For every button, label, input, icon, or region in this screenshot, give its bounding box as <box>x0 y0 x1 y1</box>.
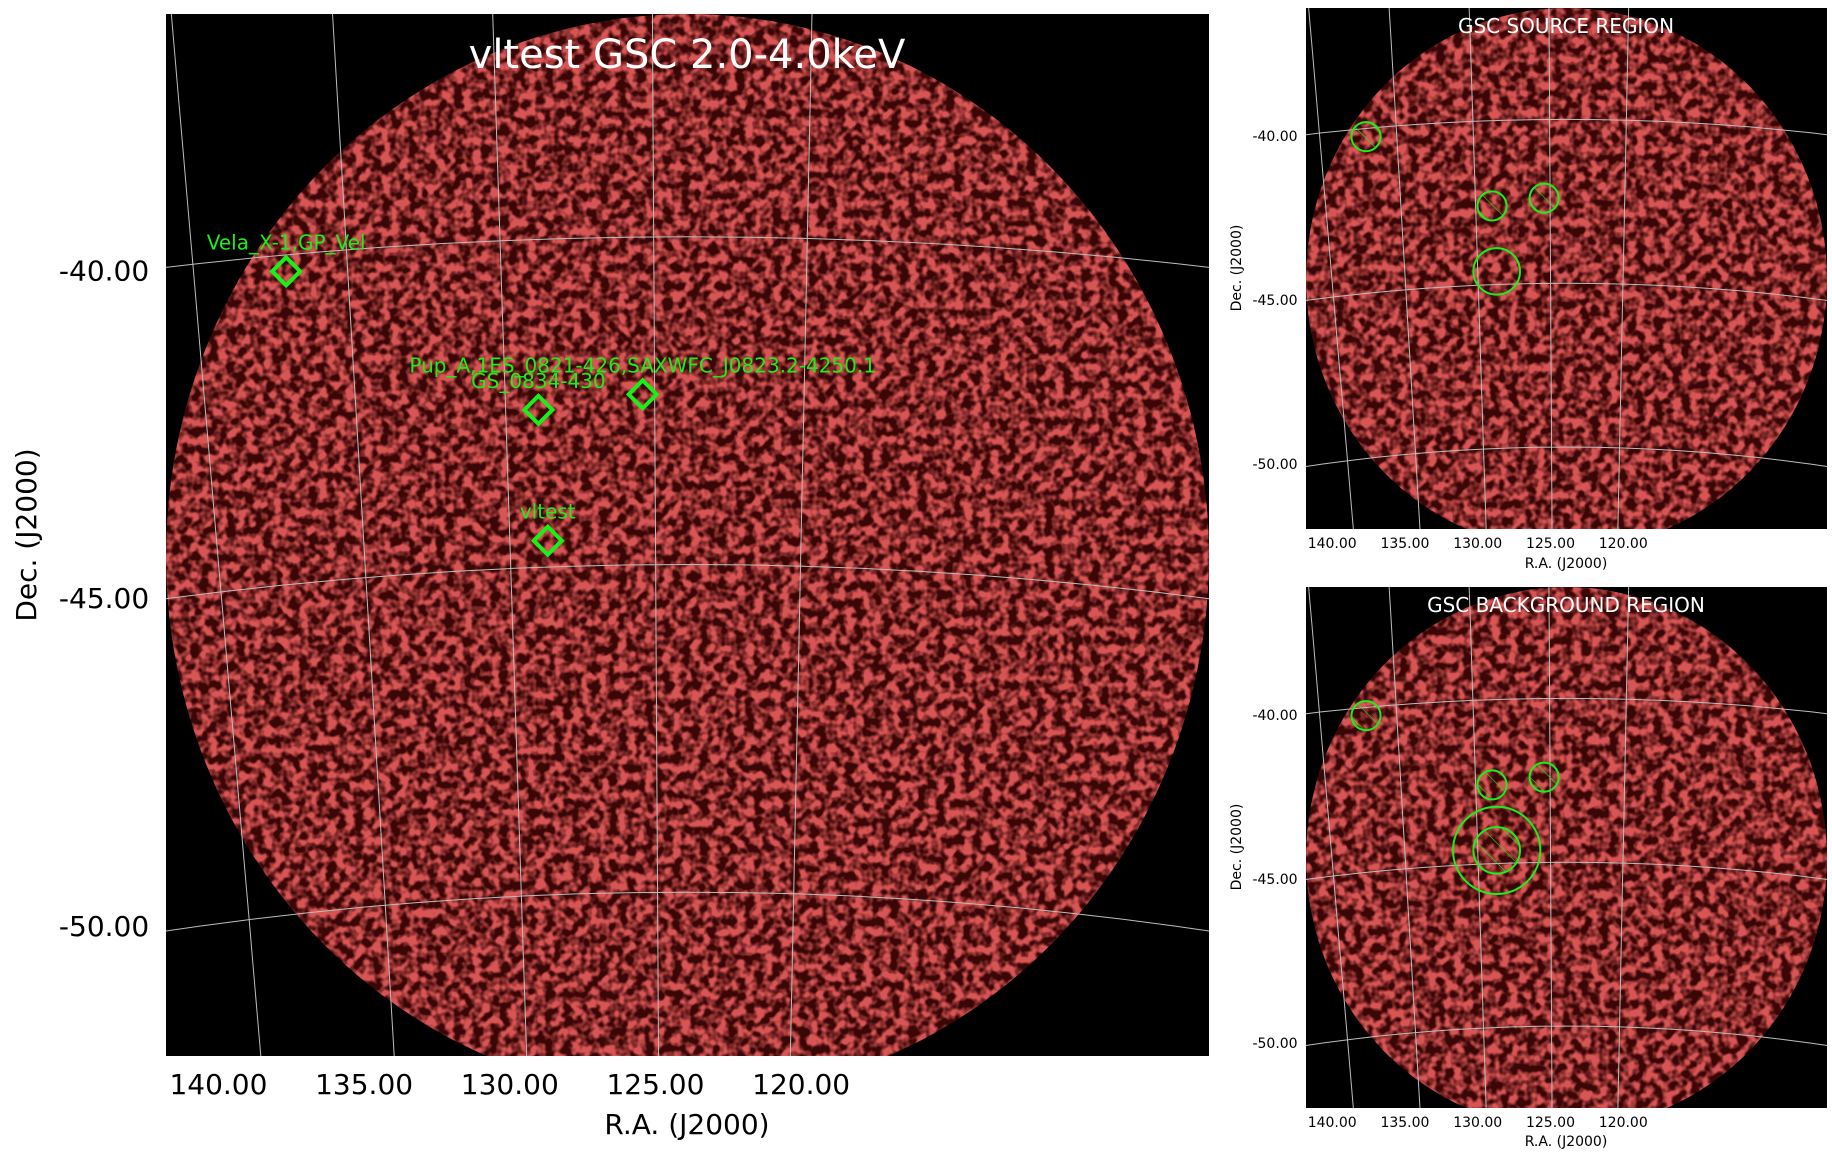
source-panel: 140.00 135.00 130.00 125.00 120.00 -40.00 -45… <box>1229 8 1827 572</box>
source-x-ticks: 140.00 135.00 130.00 125.00 120.00 <box>1308 536 1648 552</box>
background-x-tick-label: 120.00 <box>1599 1115 1648 1131</box>
main-x-tick-label: 140.00 <box>169 1068 267 1101</box>
background-regions <box>1350 700 1560 896</box>
source-y-tick-label: -40.00 <box>1252 129 1297 145</box>
main-panel: Vela_X-1,GP_Vel GS_0834-430Pup_A,1ES_0821… <box>10 14 1209 1141</box>
source-meridian-4 <box>1617 8 1630 529</box>
source-meridian-2 <box>1468 8 1487 529</box>
main-parallel-2 <box>166 891 1209 932</box>
main-meridian-0 <box>170 14 262 1056</box>
source-marker <box>625 377 660 412</box>
source-x-tick-label: 125.00 <box>1526 536 1575 552</box>
source-y-ticks: -40.00 -45.00 -50.00 <box>1252 129 1297 473</box>
source-meridian-3 <box>1548 8 1553 529</box>
source-marker <box>269 254 303 289</box>
main-y-tick-label: -40.00 <box>59 254 149 287</box>
source-x-axis-label: R.A. (J2000) <box>1525 556 1608 572</box>
exclusion-region <box>1528 761 1560 793</box>
exclusion-region <box>1476 769 1508 801</box>
main-meridian-1 <box>332 14 395 1056</box>
background-x-tick-label: 135.00 <box>1380 1115 1429 1131</box>
main-marker-labels: Vela_X-1,GP_Vel GS_0834-430Pup_A,1ES_0821… <box>207 230 876 523</box>
exclusion-region <box>1350 121 1382 153</box>
main-y-ticks: -40.00 -45.00 -50.00 <box>59 254 149 942</box>
main-grid <box>166 14 1209 1056</box>
background-x-ticks: 140.00 135.00 130.00 125.00 120.00 <box>1308 1115 1648 1131</box>
source-x-tick-label: 120.00 <box>1599 536 1648 552</box>
background-chart-title: GSC BACKGROUND REGION <box>1427 593 1705 617</box>
background-meridian-4 <box>1617 587 1630 1108</box>
source-parallel-2 <box>1306 446 1827 467</box>
main-x-axis-label: R.A. (J2000) <box>604 1108 769 1141</box>
source-marker <box>530 523 565 558</box>
source-marker-label: GS_0834-430 <box>471 369 605 393</box>
main-parallel-1 <box>166 563 1209 600</box>
exclusion-region <box>1472 826 1521 875</box>
source-x-tick-label: 130.00 <box>1453 536 1502 552</box>
exclusion-region <box>1350 700 1382 732</box>
main-y-tick-label: -50.00 <box>59 910 149 943</box>
main-meridian-4 <box>789 14 813 1056</box>
background-y-tick-label: -45.00 <box>1252 872 1297 888</box>
main-meridian-3 <box>651 14 660 1056</box>
background-meridian-3 <box>1548 587 1553 1108</box>
background-x-tick-label: 140.00 <box>1308 1115 1357 1131</box>
main-chart-title: vltest GSC 2.0-4.0keV <box>469 32 906 78</box>
source-marker-label: vltest <box>520 500 576 524</box>
source-y-tick-label: -45.00 <box>1252 293 1297 309</box>
source-x-tick-label: 140.00 <box>1308 536 1357 552</box>
source-emission <box>1306 8 1827 529</box>
background-x-tick-label: 130.00 <box>1453 1115 1502 1131</box>
background-x-axis-label: R.A. (J2000) <box>1525 1134 1608 1150</box>
background-meridian-0 <box>1308 587 1354 1108</box>
main-emission <box>166 14 1209 1056</box>
background-parallel-2 <box>1306 1025 1827 1046</box>
main-y-tick-label: -45.00 <box>59 582 149 615</box>
exclusion-region <box>1528 182 1560 214</box>
inclusion-region <box>1452 805 1542 896</box>
source-marker <box>521 393 556 427</box>
background-x-tick-label: 125.00 <box>1526 1115 1575 1131</box>
source-y-tick-label: -50.00 <box>1252 457 1297 473</box>
background-emission <box>1306 587 1827 1108</box>
main-meridian-2 <box>492 14 528 1056</box>
exclusion-region <box>1476 190 1508 222</box>
main-markers <box>269 254 660 558</box>
main-x-tick-label: 125.00 <box>606 1068 704 1101</box>
source-x-tick-label: 135.00 <box>1380 536 1429 552</box>
main-x-ticks: 140.00 135.00 130.00 125.00 120.00 <box>169 1068 850 1101</box>
inclusion-region <box>1472 247 1521 296</box>
source-chart-title: GSC SOURCE REGION <box>1458 14 1674 38</box>
source-y-axis-label: Dec. (J2000) <box>1229 225 1245 312</box>
main-y-axis-label: Dec. (J2000) <box>10 448 43 621</box>
source-regions <box>1350 121 1560 296</box>
background-y-tick-label: -40.00 <box>1252 708 1297 724</box>
main-x-tick-label: 120.00 <box>752 1068 850 1101</box>
background-meridian-1 <box>1388 587 1421 1108</box>
main-x-tick-label: 130.00 <box>461 1068 559 1101</box>
main-parallel-0 <box>166 236 1209 268</box>
main-x-tick-label: 135.00 <box>315 1068 413 1101</box>
background-y-ticks: -40.00 -45.00 -50.00 <box>1252 708 1297 1052</box>
background-panel: 140.00 135.00 130.00 125.00 120.00 -40.00 -45… <box>1229 587 1827 1150</box>
background-y-tick-label: -50.00 <box>1252 1036 1297 1052</box>
source-meridian-1 <box>1388 8 1421 529</box>
source-marker-label: Vela_X-1,GP_Vel <box>207 230 366 254</box>
background-y-axis-label: Dec. (J2000) <box>1229 804 1245 891</box>
source-parallel-1 <box>1306 282 1827 301</box>
source-marker-label: Pup_A,1ES_0821-426,SAXWFC_J0823.2-4250.1 <box>409 353 876 377</box>
source-meridian-0 <box>1308 8 1354 529</box>
background-parallel-1 <box>1306 861 1827 880</box>
